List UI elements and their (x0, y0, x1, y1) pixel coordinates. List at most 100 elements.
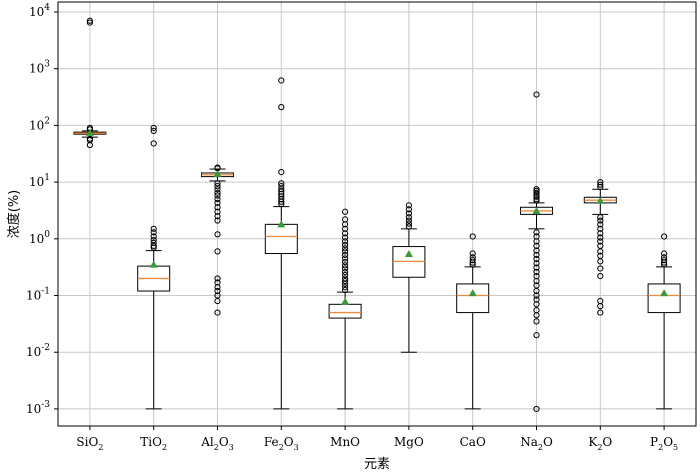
outlier-point (469, 257, 476, 264)
box-group (328, 208, 362, 410)
outlier-point (150, 225, 157, 232)
outlier-point (533, 91, 540, 98)
outlier-point (469, 261, 476, 268)
outlier-point (342, 271, 349, 279)
outlier-point (533, 229, 540, 236)
y-tick-label: 10-3 (26, 400, 50, 416)
outlier-point (342, 284, 349, 291)
mean-marker (404, 249, 413, 257)
outlier-point (597, 238, 604, 245)
y-tick-label: 10-2 (26, 343, 50, 359)
outlier-point (597, 303, 604, 310)
outlier-point (150, 140, 157, 147)
outlier-point (533, 312, 540, 319)
box (328, 303, 362, 319)
box (647, 283, 681, 314)
outlier-point (533, 251, 540, 259)
outlier-point (405, 214, 412, 221)
box-group (456, 233, 490, 410)
outlier-point (214, 217, 221, 224)
outlier-point (214, 189, 221, 196)
outlier-point (533, 260, 540, 267)
outlier-point (342, 268, 349, 276)
outlier-point (278, 169, 285, 176)
mean-marker (149, 260, 158, 268)
outlier-point (597, 217, 604, 224)
outlier-point (533, 292, 540, 299)
outlier-point (405, 217, 412, 224)
outlier-point (405, 206, 412, 213)
outlier-point (278, 104, 285, 111)
outlier-point (597, 258, 604, 265)
outlier-point (86, 19, 94, 26)
outlier-point (661, 259, 668, 266)
outlier-point (150, 244, 157, 251)
mean-marker (596, 196, 605, 204)
outlier-point (214, 204, 221, 211)
outlier-point (533, 301, 540, 308)
outlier-point (342, 251, 349, 259)
outlier-point (597, 272, 604, 280)
outlier-point (597, 230, 604, 237)
box-group (73, 17, 107, 149)
outlier-point (597, 234, 604, 241)
outlier-point (597, 248, 604, 255)
outlier-point (342, 221, 349, 228)
outlier-point (342, 280, 349, 288)
outlier-point (214, 275, 221, 282)
mean-marker (277, 220, 286, 228)
outlier-point (278, 200, 285, 208)
outlier-point (150, 124, 157, 132)
outlier-point (533, 197, 540, 204)
outlier-point (597, 309, 604, 316)
outlier-point (533, 255, 540, 263)
outlier-point (597, 265, 604, 272)
outlier-point (214, 199, 221, 206)
outlier-point (533, 187, 540, 194)
box-group (583, 179, 617, 316)
x-tick-label: Fe2O3 (264, 435, 299, 452)
y-axis: 10-3 10-2 10-1 100 101 102 103 104 (26, 3, 58, 416)
outlier-point (150, 127, 157, 134)
outlier-point (278, 77, 285, 84)
outlier-point (661, 250, 668, 257)
outlier-point (597, 225, 604, 232)
outlier-point (597, 221, 604, 228)
x-tick-label: Na2O (520, 435, 553, 452)
x-tick-label: CaO (460, 435, 486, 449)
outlier-point (214, 248, 221, 255)
outlier-point (278, 198, 285, 205)
box-series (73, 17, 681, 413)
outlier-point (86, 141, 94, 149)
mean-marker (660, 289, 669, 297)
outlier-point (150, 236, 157, 244)
outlier-point (405, 223, 412, 230)
box-group (520, 91, 553, 413)
outlier-point (214, 196, 221, 203)
y-tick-label: 104 (29, 3, 50, 19)
x-tick-label: MnO (330, 435, 360, 449)
outlier-point (214, 208, 221, 215)
outlier-point (405, 210, 412, 217)
box-group (201, 164, 234, 316)
outlier-point (342, 248, 349, 255)
outlier-point (342, 208, 349, 215)
x-axis: SiO2 TiO2 Al2O3 Fe2O3 MnO MgO CaO Na2O K2O P2O5 (76, 426, 678, 452)
outlier-point (214, 192, 221, 199)
outlier-point (214, 287, 221, 295)
outlier-point (342, 238, 349, 245)
y-tick-label: 102 (29, 116, 50, 132)
outlier-point (597, 214, 604, 221)
outlier-point (661, 257, 668, 264)
box-group (264, 77, 298, 410)
y-tick-label: 103 (29, 60, 50, 76)
outlier-point (533, 318, 540, 325)
mean-marker (213, 169, 222, 177)
outlier-point (150, 233, 157, 240)
x-tick-label: TiO2 (140, 435, 167, 452)
mean-marker (85, 128, 94, 136)
outlier-point (533, 247, 540, 254)
outlier-point (214, 297, 221, 305)
outlier-point (533, 238, 540, 245)
outlier-point (342, 277, 349, 285)
